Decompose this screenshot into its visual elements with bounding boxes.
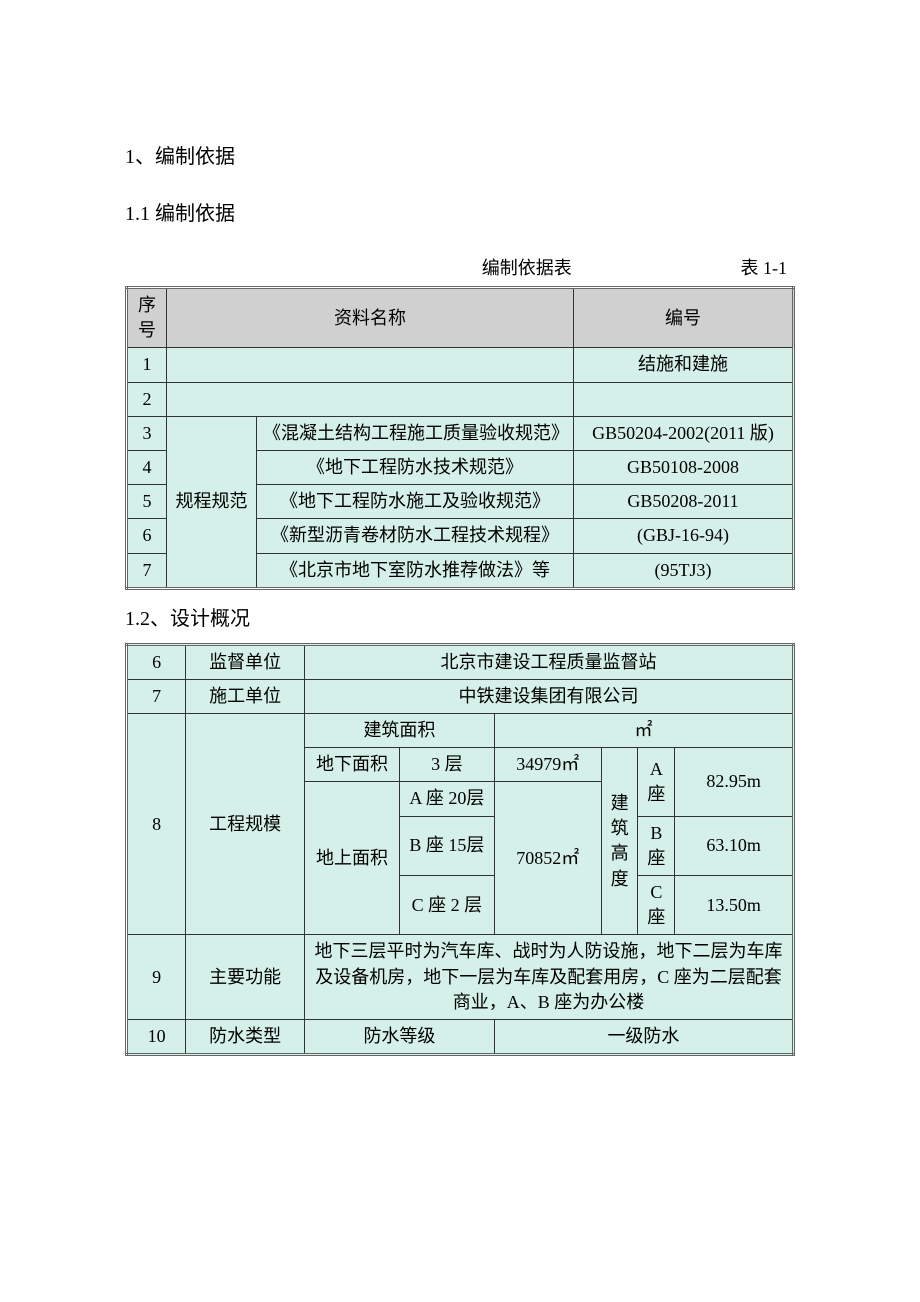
table-row: 2 <box>127 382 794 416</box>
cell-label: 主要功能 <box>186 935 305 1020</box>
cell-area-unit: ㎡ <box>494 714 793 748</box>
cell-underground-floors: 3 层 <box>399 748 494 782</box>
table-row: 7 施工单位 中铁建设集团有限公司 <box>127 679 794 713</box>
cell-aboveground-label: 地上面积 <box>305 782 400 935</box>
cell-seq: 5 <box>127 485 167 519</box>
cell-name <box>167 382 574 416</box>
cell-name: 《混凝土结构工程施工质量验收规范》 <box>257 416 574 450</box>
table-1-caption: 编制依据表 表 1-1 <box>125 254 795 280</box>
table-row: 9 主要功能 地下三层平时为汽车库、战时为人防设施，地下二层为车库及设备机房，地… <box>127 935 794 1020</box>
cell-bldg-c-floors: C 座 2 层 <box>399 876 494 935</box>
cell-seq: 8 <box>127 714 186 935</box>
cell-name: 《新型沥青卷材防水工程技术规程》 <box>257 519 574 553</box>
cell-code: GB50208-2011 <box>574 485 794 519</box>
cell-aboveground-area: 70852㎡ <box>494 782 601 935</box>
table-header-row: 序号 资料名称 编号 <box>127 288 794 348</box>
cell-seq: 7 <box>127 679 186 713</box>
cell-bldg-b-floors: B 座 15层 <box>399 816 494 875</box>
cell-code: (95TJ3) <box>574 553 794 588</box>
cell-label: 工程规模 <box>186 714 305 935</box>
cell-value: 北京市建设工程质量监督站 <box>305 644 794 679</box>
cell-name <box>167 348 574 382</box>
cell-bldg-b: B座 <box>638 816 675 875</box>
cell-label: 防水类型 <box>186 1019 305 1054</box>
cell-height-label: 建筑高度 <box>601 748 638 935</box>
cell-height-b: 63.10m <box>675 816 794 875</box>
col-header-name: 资料名称 <box>167 288 574 348</box>
heading-level-2: 1.1 编制依据 <box>125 197 795 226</box>
cell-label: 监督单位 <box>186 644 305 679</box>
col-header-seq: 序号 <box>127 288 167 348</box>
cell-underground-label: 地下面积 <box>305 748 400 782</box>
table-1-number: 表 1-1 <box>741 254 788 280</box>
cell-bldg-a: A座 <box>638 748 675 816</box>
cell-value: 地下三层平时为汽车库、战时为人防设施，地下二层为车库及设备机房，地下一层为车库及… <box>305 935 794 1020</box>
cell-seq: 10 <box>127 1019 186 1054</box>
table-1-title: 编制依据表 <box>133 254 741 280</box>
cell-height-a: 82.95m <box>675 748 794 816</box>
heading-level-2: 1.2、设计概况 <box>125 602 795 631</box>
design-overview-table: 6 监督单位 北京市建设工程质量监督站 7 施工单位 中铁建设集团有限公司 8 … <box>125 643 795 1056</box>
table-row: 3 规程规范 《混凝土结构工程施工质量验收规范》 GB50204-2002(20… <box>127 416 794 450</box>
cell-code: GB50108-2008 <box>574 450 794 484</box>
table-row: 10 防水类型 防水等级 一级防水 <box>127 1019 794 1054</box>
cell-seq: 9 <box>127 935 186 1020</box>
cell-group-label: 规程规范 <box>167 416 257 588</box>
cell-code <box>574 382 794 416</box>
heading-level-1: 1、编制依据 <box>125 140 795 169</box>
cell-seq: 1 <box>127 348 167 382</box>
table-row: 1 结施和建施 <box>127 348 794 382</box>
cell-seq: 3 <box>127 416 167 450</box>
cell-seq: 7 <box>127 553 167 588</box>
col-header-code: 编号 <box>574 288 794 348</box>
cell-code: GB50204-2002(2011 版) <box>574 416 794 450</box>
cell-underground-area: 34979㎡ <box>494 748 601 782</box>
cell-name: 《地下工程防水施工及验收规范》 <box>257 485 574 519</box>
cell-value: 一级防水 <box>494 1019 793 1054</box>
cell-bldg-a-floors: A 座 20层 <box>399 782 494 816</box>
cell-code: 结施和建施 <box>574 348 794 382</box>
cell-value: 中铁建设集团有限公司 <box>305 679 794 713</box>
table-row: 6 监督单位 北京市建设工程质量监督站 <box>127 644 794 679</box>
cell-label: 施工单位 <box>186 679 305 713</box>
cell-seq: 6 <box>127 519 167 553</box>
cell-code: (GBJ-16-94) <box>574 519 794 553</box>
cell-area-label: 建筑面积 <box>305 714 495 748</box>
cell-seq: 6 <box>127 644 186 679</box>
cell-height-c: 13.50m <box>675 876 794 935</box>
table-row: 8 工程规模 建筑面积 ㎡ <box>127 714 794 748</box>
cell-seq: 4 <box>127 450 167 484</box>
basis-table: 序号 资料名称 编号 1 结施和建施 2 3 规程规范 《混凝土结构工程施工质量… <box>125 286 795 590</box>
cell-bldg-c: C座 <box>638 876 675 935</box>
cell-sub-label: 防水等级 <box>305 1019 495 1054</box>
cell-name: 《北京市地下室防水推荐做法》等 <box>257 553 574 588</box>
cell-name: 《地下工程防水技术规范》 <box>257 450 574 484</box>
cell-seq: 2 <box>127 382 167 416</box>
